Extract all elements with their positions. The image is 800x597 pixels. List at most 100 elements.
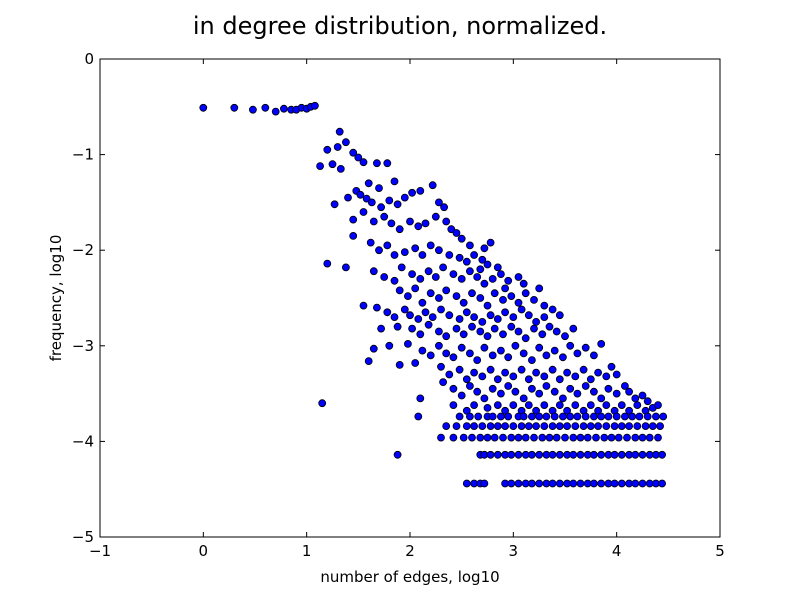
data-point [390,177,399,186]
data-point [501,284,510,293]
data-point [387,219,396,228]
data-point [532,422,540,431]
data-point [524,375,533,384]
data-point [561,433,569,442]
data-point [530,324,538,333]
data-point [424,267,433,276]
data-point [476,327,485,336]
data-point [452,422,461,431]
data-point [509,401,518,410]
data-point [542,412,551,421]
data-point [393,200,402,209]
data-point [540,422,549,431]
data-point [431,212,440,221]
data-point [369,267,378,276]
data-point [504,382,513,390]
data-point [507,433,516,442]
data-point [421,308,430,317]
data-point [434,327,443,336]
data-point [540,301,549,310]
data-point [316,162,325,171]
data-point [594,368,602,377]
data-point [473,387,482,396]
data-point [349,231,358,240]
data-point [462,308,471,317]
data-point [411,359,420,367]
data-point [455,412,464,421]
data-point [442,286,451,295]
data-point [519,412,528,421]
data-point [431,273,440,281]
y-tick-label: −1 [72,146,94,164]
data-point [638,479,647,488]
data-point [545,433,554,442]
data-point [514,450,523,459]
data-point [573,412,582,421]
data-point [335,127,344,136]
data-point [261,103,270,112]
data-point [333,143,342,151]
data-point [656,422,664,431]
data-point [504,353,513,362]
data-point [455,315,464,323]
data-point [483,260,492,269]
data-point [532,317,540,326]
data-point [571,422,580,431]
data-point [372,159,381,168]
data-point [470,368,479,377]
data-point [434,341,443,350]
data-point [465,412,474,421]
data-point [359,158,368,167]
data-point [590,351,598,360]
data-point [535,479,544,488]
data-point [359,208,368,216]
data-point [511,387,520,396]
data-point [535,450,544,459]
data-point [633,401,642,410]
data-point [330,200,339,209]
data-point [563,422,571,431]
data-point [442,217,451,226]
data-point [545,322,554,331]
data-point [406,217,414,226]
data-point [457,391,466,400]
data-point [641,422,650,431]
data-point [548,422,557,431]
data-point [349,215,358,224]
y-tick-label: −5 [72,528,94,546]
data-point [548,365,557,374]
data-point [442,422,451,431]
data-point [633,422,642,431]
axis-ticks: −1 0 1 2 3 4 5 −5 −4 −3 −2 −1 0 [72,50,725,560]
data-point [583,433,592,442]
data-point [418,251,427,259]
data-point [612,370,621,379]
data-point [555,422,564,431]
data-point [486,450,495,459]
data-point [383,308,392,317]
data-point [602,401,611,410]
data-point [480,479,489,488]
data-point [426,351,435,360]
data-point [445,370,454,379]
data-point [408,188,417,197]
data-point [528,450,536,459]
data-point [569,450,578,459]
data-point [507,450,516,459]
data-point [372,303,381,312]
data-point [643,397,652,406]
data-point [610,450,619,459]
data-point [459,330,468,339]
data-point [521,433,530,442]
data-point [542,382,551,390]
data-point [538,330,547,339]
data-point [628,412,637,421]
data-point [569,433,578,442]
data-point [488,274,497,283]
data-point [519,349,528,358]
data-point [354,153,363,162]
data-point [408,324,417,333]
data-point [579,365,588,374]
data-point [418,298,427,307]
data-point [507,292,516,301]
